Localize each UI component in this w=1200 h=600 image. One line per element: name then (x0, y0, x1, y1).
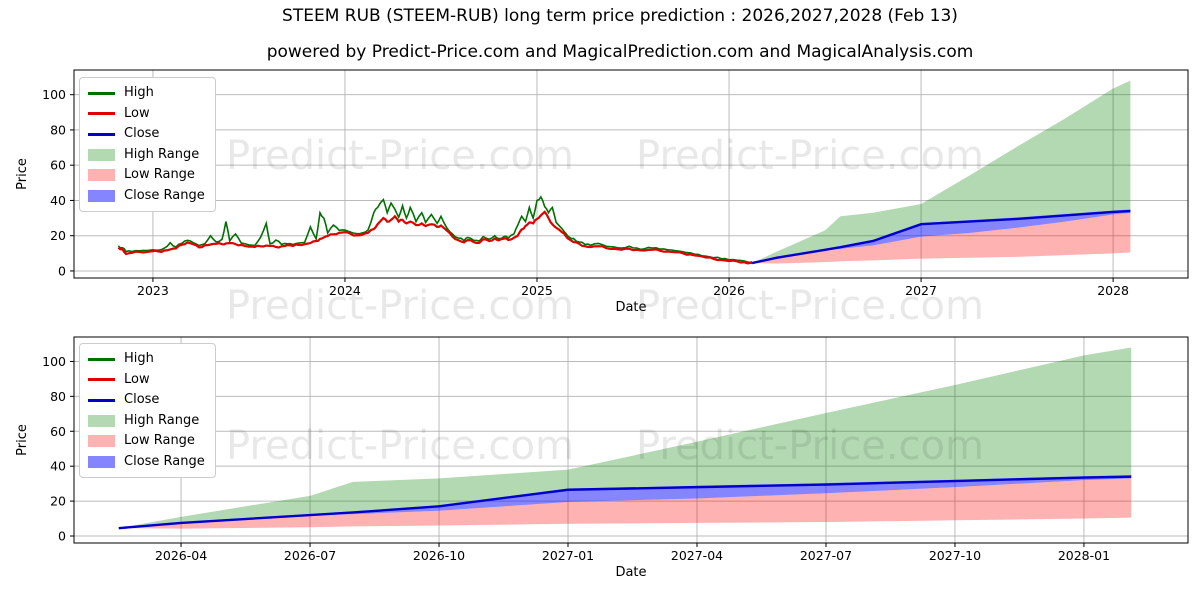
y-tick-label: 80 (50, 122, 66, 137)
x-tick-label: 2028-01 (1058, 548, 1110, 563)
close-range-band (118, 474, 1132, 529)
y-tick-label: 60 (50, 424, 66, 439)
legend-item-low-range: Low Range (88, 165, 205, 186)
legend-swatch-low-range (88, 169, 115, 182)
legend-item-high-range: High Range (88, 411, 205, 432)
legend-label: High Range (124, 146, 200, 162)
legend-label: Low (124, 105, 150, 121)
legend-label: Low Range (124, 433, 195, 448)
legend-swatch-high-range (88, 414, 115, 427)
legend-label: Low (124, 371, 150, 387)
legend-swatch-close (88, 132, 115, 136)
watermark-text: Predict-Price.com (226, 283, 574, 329)
plot-0-grid-and-fills (74, 70, 1188, 278)
x-tick-label: 2024 (329, 283, 361, 298)
x-tick-label: 2025 (521, 283, 553, 298)
high-range-band (118, 347, 1132, 529)
legend-swatch-low-range (88, 435, 115, 448)
x-tick-label: 2026 (713, 283, 745, 298)
close-range-band (752, 209, 1131, 264)
plot-1-grid-and-fills (74, 337, 1188, 543)
x-tick-label: 2026-07 (284, 548, 336, 563)
high-range-band (752, 80, 1131, 264)
y-tick-label: 0 (58, 529, 66, 544)
legend-label: High Range (124, 412, 200, 428)
low-line-history (117, 210, 753, 265)
legend-item-high: High (88, 83, 205, 104)
x-tick-label: 2027-07 (800, 548, 852, 563)
y-tick-label: 100 (42, 354, 66, 369)
plot-1-lines-and-axes: 2026-04 2026-07 2026-10 2027-01 2027-04 2027-… (15, 336, 1189, 580)
axes-spines (73, 336, 1189, 544)
y-tick-label: 20 (50, 494, 66, 509)
legend-item-close-range: Close Range (88, 186, 205, 207)
axes-spines (73, 69, 1189, 279)
legend-swatch-low (88, 378, 115, 382)
legend-swatch-low (88, 112, 115, 116)
x-tick-label: 2027 (905, 283, 937, 298)
watermark-text: Predict-Price.com (226, 423, 574, 469)
chart-title: STEEM RUB (STEEM-RUB) long term price pr… (282, 6, 958, 26)
legend-label: Close (124, 126, 160, 141)
x-tick-label: 2027-04 (671, 548, 723, 563)
y-tick-label: 60 (50, 158, 66, 173)
legend-item-low-range: Low Range (88, 431, 205, 452)
y-axis-label: Price (15, 424, 30, 456)
watermark-text: Predict-Price.com (636, 423, 984, 469)
x-axis-label: Date (615, 565, 646, 580)
legend-item-close: Close (88, 390, 205, 411)
plot-0-lines-and-axes: 2023 2024 2025 2026 2027 2028 0 20 40 60 80 100 Date… (15, 69, 1189, 315)
legend-swatch-high (88, 91, 115, 95)
legend-swatch-close (88, 398, 115, 402)
legend-item-close-range: Close Range (88, 452, 205, 473)
legend-swatch-close-range (88, 455, 115, 468)
y-tick-label: 40 (50, 459, 66, 474)
low-range-band (118, 478, 1132, 529)
y-axis-label: Price (15, 158, 30, 190)
x-tick-label: 2023 (137, 283, 169, 298)
watermark-text: Predict-Price.com (636, 283, 984, 329)
legend-item-high-range: High Range (88, 145, 205, 166)
x-tick-label: 2028 (1097, 283, 1129, 298)
legend-item-close: Close (88, 124, 205, 145)
y-tick-label: 20 (50, 228, 66, 243)
chart-subtitle: powered by Predict-Price.com and Magical… (266, 42, 974, 62)
x-tick-label: 2027-10 (929, 548, 981, 563)
y-tick-label: 40 (50, 193, 66, 208)
watermark-layer: Predict-Price.com Predict-Price.com Predic… (226, 133, 984, 469)
legend-item-high: High (88, 349, 205, 370)
legend-swatch-high (88, 357, 115, 361)
high-line-history (117, 195, 753, 264)
close-line-forecast (751, 209, 1131, 265)
legend-label: Low Range (124, 167, 195, 182)
legend-swatch-high-range (88, 148, 115, 161)
legend-top-chart: High Low Close High Range Low Range Close Ran… (79, 77, 216, 212)
watermark-text: Predict-Price.com (636, 133, 984, 179)
y-tick-label: 80 (50, 389, 66, 404)
x-tick-label: 2026-04 (155, 548, 207, 563)
close-line-forecast (118, 475, 1132, 530)
y-tick-label: 100 (42, 87, 66, 102)
legend-swatch-close-range (88, 189, 115, 202)
x-tick-label: 2027-01 (542, 548, 594, 563)
legend-label: High (124, 85, 154, 100)
legend-bottom-chart: High Low Close High Range Low Range Close Ran… (79, 343, 216, 478)
legend-item-low: Low (88, 370, 205, 391)
x-axis-label: Date (615, 300, 646, 315)
legend-label: Close Range (124, 453, 205, 469)
legend-label: Close (124, 392, 160, 407)
legend-item-low: Low (88, 104, 205, 125)
low-range-band (752, 212, 1131, 264)
y-tick-label: 0 (58, 263, 66, 278)
legend-label: Close Range (124, 187, 205, 203)
watermark-text: Predict-Price.com (226, 133, 574, 179)
legend-label: High (124, 351, 154, 366)
x-tick-label: 2026-10 (413, 548, 465, 563)
